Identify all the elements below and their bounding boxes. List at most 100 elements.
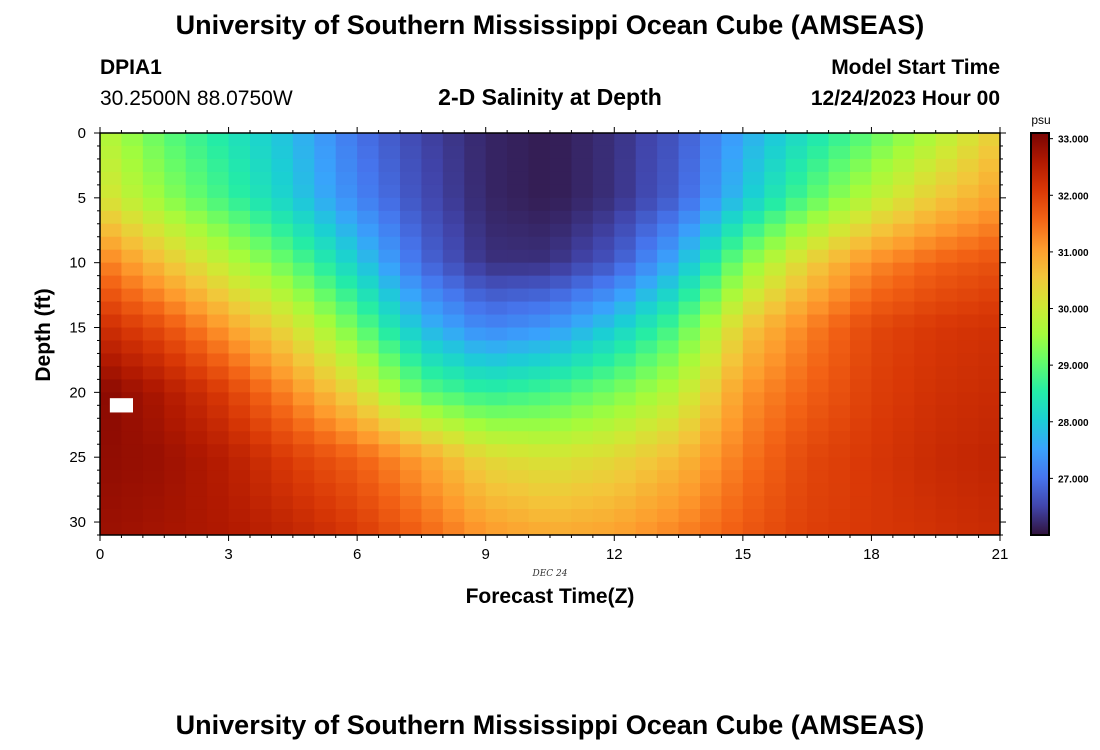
heatmap-cell (271, 483, 294, 497)
heatmap-cell (400, 210, 422, 225)
heatmap-cell (914, 236, 937, 251)
heatmap-cell (507, 158, 530, 173)
heatmap-cell (871, 158, 894, 173)
heatmap-cell (400, 288, 422, 303)
heatmap-cell (485, 210, 508, 225)
heatmap-cell (528, 236, 551, 251)
heatmap-cell (185, 197, 208, 212)
heatmap-cell (700, 509, 722, 523)
heatmap-cell (935, 327, 958, 341)
heatmap-cell (378, 457, 401, 471)
heatmap-cell (721, 262, 744, 277)
heatmap-cell (142, 236, 165, 251)
heatmap-cell (400, 145, 422, 160)
heatmap-cell (635, 314, 658, 329)
heatmap-cell (400, 392, 422, 406)
heatmap-cell (142, 496, 165, 510)
heatmap-cell (142, 431, 165, 445)
heatmap-cell (357, 444, 380, 458)
heatmap-cell (957, 340, 980, 354)
heatmap-cell (292, 197, 315, 212)
heatmap-cell (207, 418, 230, 432)
heatmap-cell (378, 405, 401, 419)
heatmap-cell (764, 444, 787, 458)
heatmap-cell (442, 431, 465, 445)
heatmap-cell (507, 353, 530, 367)
heatmap-cell (164, 275, 187, 290)
heatmap-cell (442, 210, 465, 225)
heatmap-cell (378, 210, 401, 225)
heatmap-cell (785, 405, 808, 419)
heatmap-cell (892, 366, 915, 380)
heatmap-cell (164, 340, 187, 354)
heatmap-cell (807, 496, 830, 510)
heatmap-cell (100, 210, 122, 225)
heatmap-cell (850, 379, 872, 393)
heatmap-cell (657, 133, 680, 147)
heatmap-cell (614, 197, 637, 212)
heatmap-cell (807, 171, 830, 186)
heatmap-cell (314, 327, 337, 341)
colorbar-tick-label: 30.000 (1058, 305, 1089, 316)
heatmap-cell (850, 133, 872, 147)
heatmap-cell (464, 210, 487, 225)
heatmap-cell (721, 133, 744, 147)
heatmap-cell (721, 275, 744, 290)
heatmap-cell (100, 340, 122, 354)
heatmap-cell (121, 301, 144, 316)
heatmap-cell (700, 171, 722, 186)
heatmap-cell (807, 392, 830, 406)
heatmap-cell (657, 353, 680, 367)
heatmap-cell (785, 158, 808, 173)
heatmap-cell (400, 431, 422, 445)
heatmap-cell (550, 275, 572, 290)
heatmap-cell (271, 301, 294, 316)
heatmap-cell (978, 236, 1001, 251)
heatmap-cell (292, 366, 315, 380)
heatmap-cell (528, 366, 551, 380)
heatmap-cell (271, 431, 294, 445)
heatmap-cell (957, 379, 980, 393)
heatmap-cell (292, 223, 315, 238)
heatmap-cell (378, 301, 401, 316)
heatmap-cell (228, 301, 251, 316)
heatmap-cell (507, 431, 530, 445)
heatmap-cell (485, 522, 508, 536)
heatmap-cell (207, 353, 230, 367)
heatmap-cell (378, 275, 401, 290)
heatmap-cell (614, 145, 637, 160)
heatmap-cell (164, 314, 187, 329)
heatmap-cell (357, 171, 380, 186)
heatmap-cell (935, 314, 958, 329)
heatmap-cell (335, 444, 358, 458)
heatmap-cell (292, 405, 315, 419)
heatmap-cell (314, 210, 337, 225)
heatmap-cell (292, 496, 315, 510)
heatmap-cell (464, 236, 487, 251)
heatmap-cell (292, 249, 315, 264)
heatmap-cell (292, 288, 315, 303)
heatmap-cell (957, 236, 980, 251)
heatmap-cell (335, 366, 358, 380)
heatmap-cell (464, 314, 487, 329)
heatmap-cell (228, 392, 251, 406)
heatmap-cell (614, 133, 637, 147)
heatmap-cell (185, 366, 208, 380)
heatmap-cell (678, 262, 701, 277)
heatmap-cell (550, 197, 572, 212)
heatmap-cell (335, 314, 358, 329)
heatmap-cell (121, 353, 144, 367)
heatmap-cell (978, 431, 1001, 445)
heatmap-cell (614, 223, 637, 238)
heatmap-cell (635, 197, 658, 212)
heatmap-cell (592, 340, 615, 354)
heatmap-cell (700, 470, 722, 484)
heatmap-cell (250, 379, 272, 393)
heatmap-cell (357, 340, 380, 354)
heatmap-cell (314, 184, 337, 199)
heatmap-cell (678, 522, 701, 536)
heatmap-cell (400, 133, 422, 147)
heatmap-cell (271, 522, 294, 536)
heatmap-cell (464, 418, 487, 432)
heatmap-cell (228, 457, 251, 471)
